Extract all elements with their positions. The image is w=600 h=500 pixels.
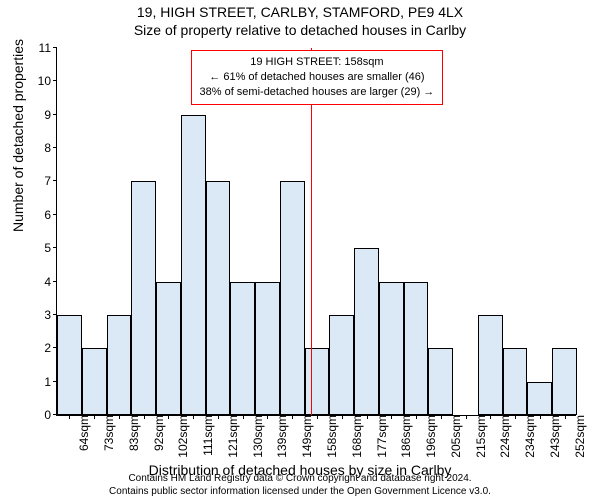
copyright-footer: Contains HM Land Registry data © Crown c… [0,472,600,498]
x-tick-mark [94,415,95,419]
y-tick-mark [53,281,57,282]
y-tick-label: 8 [44,141,57,155]
x-tick-label: 130sqm [247,415,265,458]
x-tick-mark [490,415,491,419]
x-tick-mark [292,415,293,419]
x-tick-label: 102sqm [172,415,190,458]
y-tick-mark [53,347,57,348]
y-axis-label: Number of detached properties [10,39,26,232]
x-tick-label: 73sqm [98,415,116,451]
x-tick-label: 186sqm [395,415,413,458]
histogram-bar [329,315,354,415]
x-tick-label: 196sqm [420,415,438,458]
x-tick-mark [144,415,145,419]
y-tick-label: 10 [38,74,57,88]
info-box-line: 19 HIGH STREET: 158sqm [200,55,435,70]
histogram-bar [404,282,429,415]
x-tick-mark [168,415,169,419]
x-tick-mark [367,415,368,419]
x-tick-mark [342,415,343,419]
x-tick-mark [540,415,541,419]
x-tick-mark [218,415,219,419]
y-tick-label: 5 [44,241,57,255]
x-tick-label: 243sqm [544,415,562,458]
histogram-bar [230,282,255,415]
x-tick-label: 205sqm [445,415,463,458]
histogram-bar [379,282,404,415]
x-tick-mark [515,415,516,419]
y-tick-mark [53,147,57,148]
info-box-line: ← 61% of detached houses are smaller (46… [200,70,435,85]
x-tick-label: 252sqm [569,415,587,458]
x-tick-label: 224sqm [494,415,512,458]
footer-line-2: Contains public sector information licen… [0,485,600,498]
y-tick-label: 6 [44,208,57,222]
x-tick-label: 92sqm [148,415,166,451]
y-tick-label: 4 [44,275,57,289]
x-tick-mark [267,415,268,419]
histogram-bar [478,315,503,415]
y-tick-mark [53,47,57,48]
chart-title-main: 19, HIGH STREET, CARLBY, STAMFORD, PE9 4… [0,4,600,20]
y-tick-label: 2 [44,341,57,355]
chart-plot-area: 01234567891011 64sqm73sqm83sqm92sqm102sq… [56,48,576,416]
y-tick-mark [53,180,57,181]
y-tick-mark [53,414,57,415]
histogram-bar [503,348,528,415]
x-tick-mark [119,415,120,419]
x-tick-mark [317,415,318,419]
histogram-bar [107,315,132,415]
histogram-bar [181,115,206,415]
x-tick-label: 121sqm [222,415,240,458]
x-tick-label: 149sqm [296,415,314,458]
histogram-bar [354,248,379,415]
chart-title-sub: Size of property relative to detached ho… [0,22,600,38]
x-tick-label: 139sqm [271,415,289,458]
x-tick-mark [243,415,244,419]
info-box-line: 38% of semi-detached houses are larger (… [200,85,435,100]
histogram-bar [552,348,577,415]
footer-line-1: Contains HM Land Registry data © Crown c… [0,472,600,485]
histogram-bar [57,315,82,415]
y-tick-label: 3 [44,308,57,322]
x-tick-mark [441,415,442,419]
y-tick-mark [53,214,57,215]
y-tick-label: 1 [44,375,57,389]
x-tick-label: 234sqm [519,415,537,458]
x-tick-mark [69,415,70,419]
y-tick-mark [53,247,57,248]
reference-info-box: 19 HIGH STREET: 158sqm← 61% of detached … [191,50,444,105]
x-tick-label: 158sqm [321,415,339,458]
histogram-bar [156,282,181,415]
histogram-bar [305,348,330,415]
histogram-bar [527,382,552,415]
y-tick-mark [53,114,57,115]
histogram-bar [428,348,453,415]
histogram-bar [280,181,305,415]
y-tick-mark [53,80,57,81]
histogram-bar [255,282,280,415]
x-tick-mark [565,415,566,419]
y-tick-mark [53,314,57,315]
y-tick-label: 11 [39,41,57,55]
x-tick-mark [391,415,392,419]
x-tick-mark [466,415,467,419]
y-tick-label: 0 [44,408,57,422]
x-tick-label: 215sqm [470,415,488,458]
y-tick-label: 9 [44,108,57,122]
x-tick-mark [416,415,417,419]
histogram-bar [206,181,231,415]
x-tick-label: 111sqm [197,415,215,456]
histogram-bar [131,181,156,415]
x-tick-label: 177sqm [371,415,389,458]
y-tick-label: 7 [44,174,57,188]
x-tick-label: 64sqm [73,415,91,451]
x-tick-label: 168sqm [346,415,364,458]
y-tick-mark [53,381,57,382]
histogram-bar [82,348,107,415]
x-tick-mark [193,415,194,419]
x-tick-label: 83sqm [123,415,141,451]
